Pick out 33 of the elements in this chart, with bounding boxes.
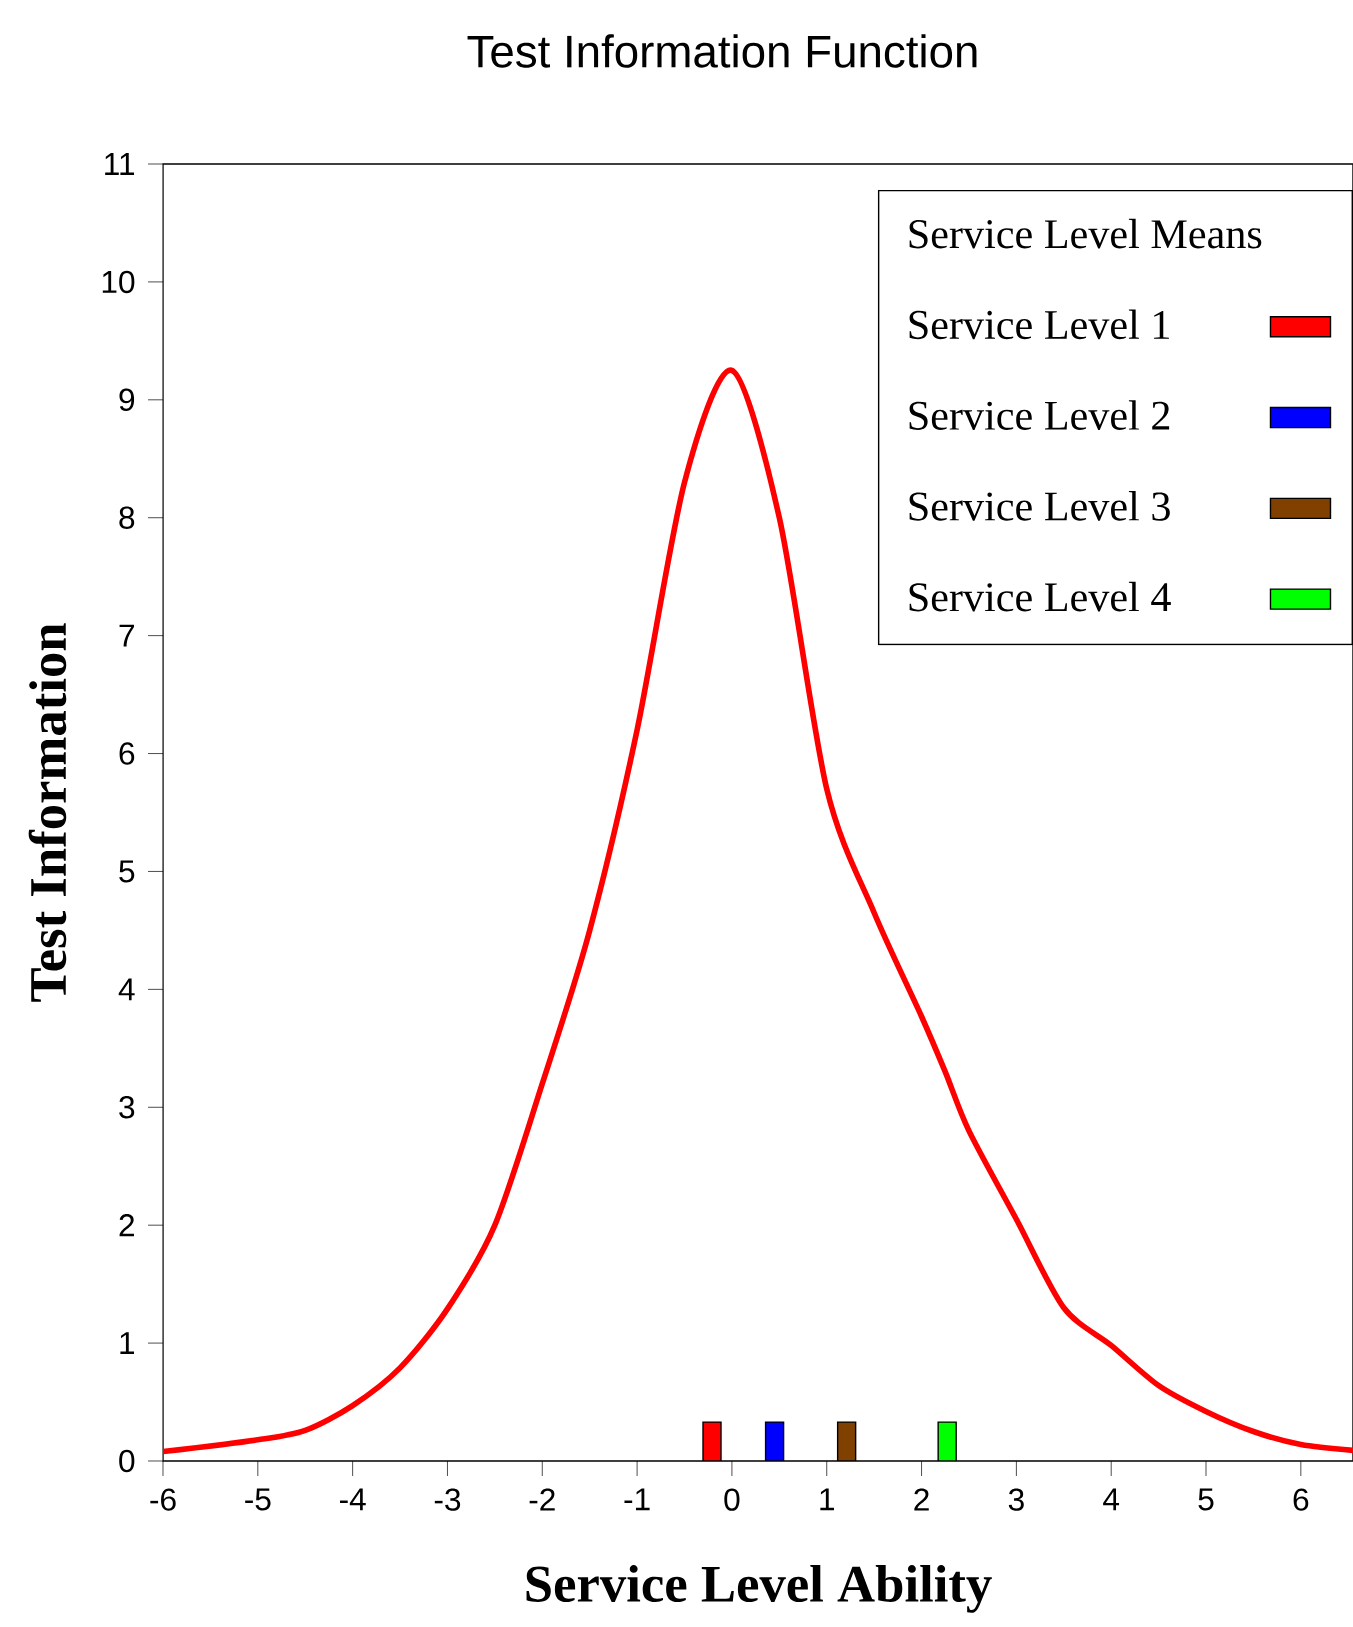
y-tick-label: 2 [119,1214,134,1237]
text: Service Level 2 [909,400,1170,430]
x-tick-label: 0 [724,1488,740,1511]
y-tick-label: 4 [118,978,135,1001]
chart-title: Test Information Function [467,34,977,68]
x-tick-label: -6 [150,1488,176,1511]
legend-label: Service Level 3 [909,491,1170,521]
x-tick-label: 6 [1293,1488,1309,1511]
y-tick-label: 9 [119,388,135,412]
y-tick-label: 7 [119,624,134,647]
y-tick-label: 3 [119,1096,135,1119]
x-tick-label: -3 [434,1488,461,1511]
y-tick-label: 11 [105,153,135,175]
x-axis-title: Service Level Ability [526,1564,992,1613]
legend-label: Service Level 4 [909,581,1171,612]
y-axis-title: Test Information [28,623,67,1002]
y-tick-label: 1 [120,1332,135,1354]
legend-title: Service Level Means [909,218,1262,249]
x-tick-label: 3 [1008,1488,1024,1511]
text: Service Level 1 [909,309,1169,340]
x-tick-label: -2 [529,1488,555,1511]
y-tick-label: 8 [119,506,135,529]
x-tick-label: 2 [914,1488,929,1511]
y-tick-label: 0 [119,1449,135,1473]
y-tick-label: 10 [102,270,135,294]
x-tick-label: 5 [1198,1488,1214,1511]
x-tick-label: 4 [1103,1488,1120,1511]
x-tick-label: -5 [245,1488,271,1511]
y-tick-label: 6 [119,742,135,765]
x-tick-label: -1 [624,1488,650,1511]
y-tick-label: 5 [119,860,135,883]
x-tick-label: 1 [820,1488,834,1511]
x-tick-label: -4 [340,1488,366,1511]
